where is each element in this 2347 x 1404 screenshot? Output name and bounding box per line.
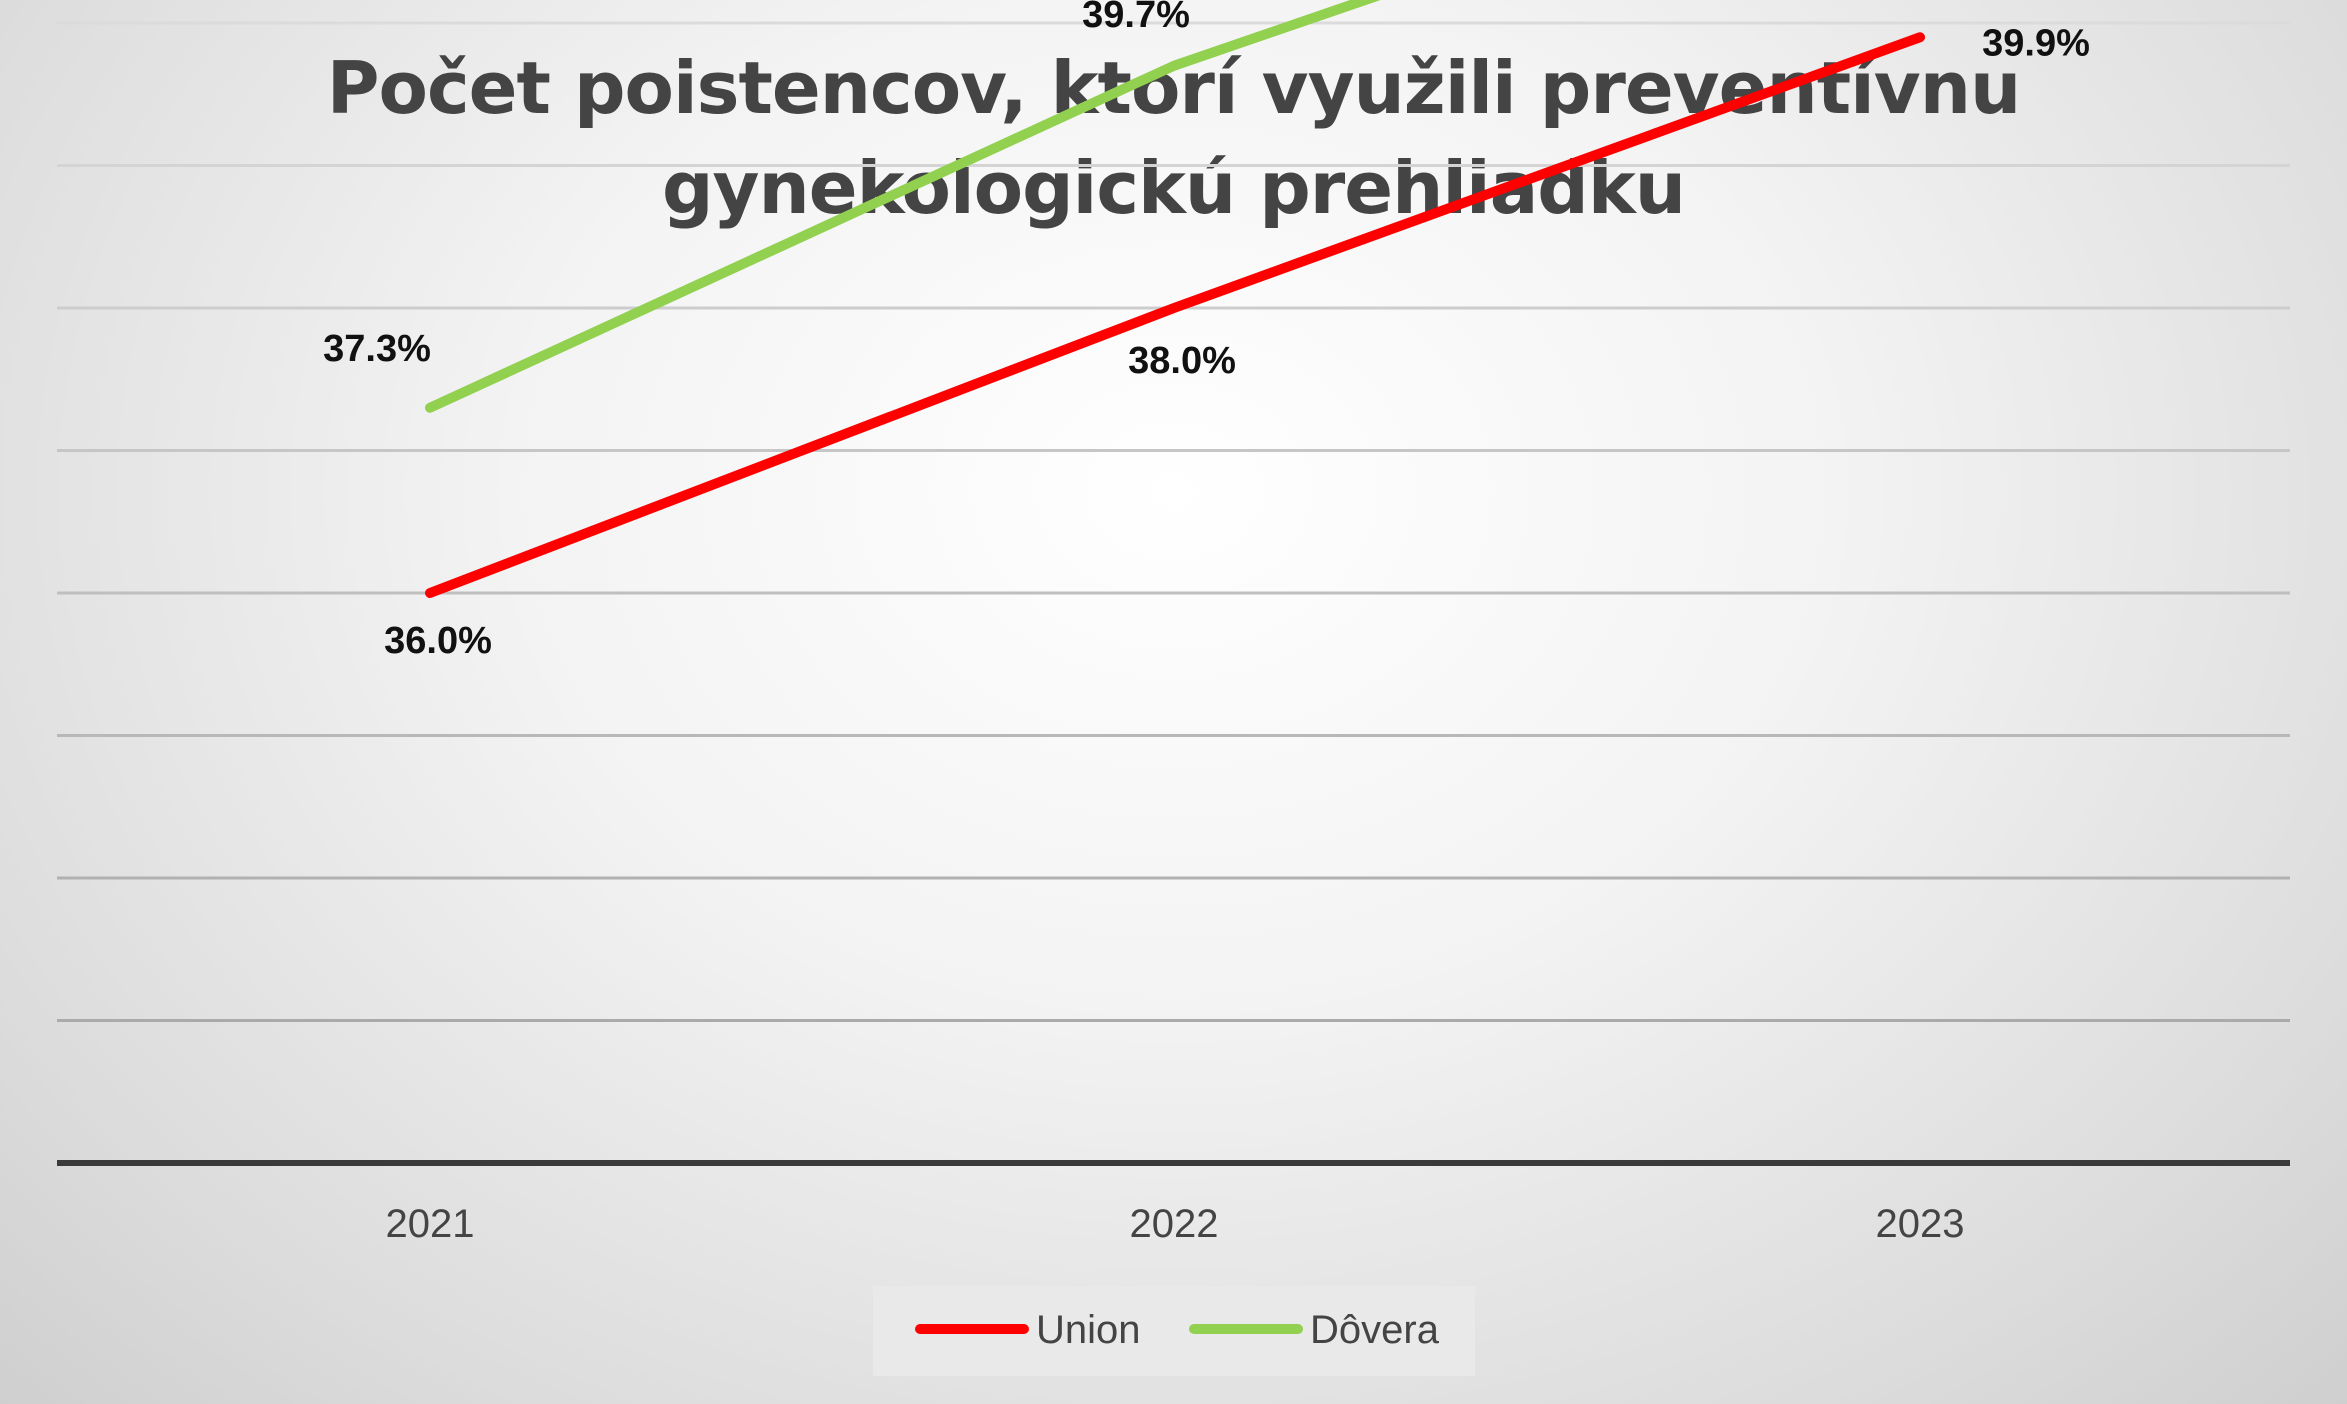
series-line-union bbox=[425, 32, 1925, 598]
x-tick-label: 2021 bbox=[386, 1202, 475, 1246]
data-label: 39.9% bbox=[1982, 22, 2090, 64]
series-line-dvera bbox=[425, 0, 1381, 413]
chart-title-line-1: Počet poistencov, ktorí využili preventí… bbox=[326, 46, 2022, 130]
data-label: 39.7% bbox=[1082, 0, 1190, 36]
legend-label: Union bbox=[1036, 1308, 1141, 1352]
x-tick-label: 2022 bbox=[1130, 1202, 1219, 1246]
legend-label: Dôvera bbox=[1310, 1308, 1440, 1352]
data-label: 37.3% bbox=[323, 328, 431, 370]
data-label: 36.0% bbox=[384, 620, 492, 662]
x-tick-label: 2023 bbox=[1876, 1202, 1965, 1246]
data-label: 38.0% bbox=[1128, 340, 1236, 382]
